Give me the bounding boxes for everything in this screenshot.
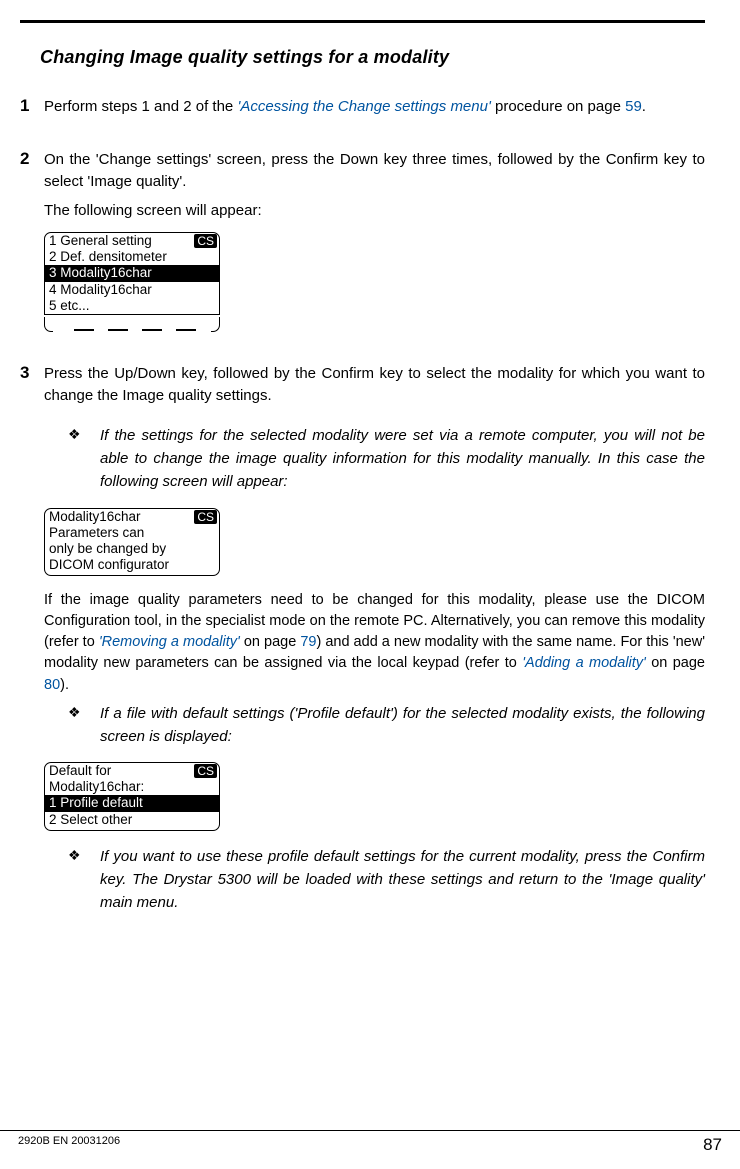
dash bbox=[142, 329, 162, 331]
footer-doc-id: 2920B EN 20031206 bbox=[18, 1135, 120, 1155]
note-bullet-3: ❖ If you want to use these profile defau… bbox=[68, 845, 705, 915]
step-2: 2 On the 'Change settings' screen, press… bbox=[20, 149, 705, 339]
section-heading: Changing Image quality settings for a mo… bbox=[40, 47, 705, 68]
lcd1-cs-badge: CS bbox=[194, 234, 217, 248]
dash bbox=[176, 329, 196, 331]
lcd3-row-3: 2 Select other bbox=[45, 812, 219, 828]
step-1-page-ref[interactable]: 59 bbox=[625, 98, 642, 115]
top-rule bbox=[20, 20, 705, 23]
bullet-icon: ❖ bbox=[68, 424, 100, 494]
para-after-lcd2: If the image quality parameters need to … bbox=[44, 590, 705, 695]
p-link1[interactable]: 'Removing a modality' bbox=[99, 634, 240, 650]
step-1-text-after: . bbox=[642, 98, 646, 115]
lcd3-row-2: 1 Profile default bbox=[45, 795, 219, 811]
step-2-p2: The following screen will appear: bbox=[44, 200, 705, 223]
lcd3-cs-badge: CS bbox=[194, 764, 217, 778]
dash bbox=[74, 329, 94, 331]
bullet-icon: ❖ bbox=[68, 702, 100, 749]
lcd2-row-0: Modality16char bbox=[45, 509, 219, 525]
lcd1-row-3: 4 Modality16char bbox=[45, 282, 219, 298]
lcd-screen-3: CS Default for Modality16char: 1 Profile… bbox=[44, 762, 220, 831]
step-1-number: 1 bbox=[20, 96, 44, 125]
p-pref1[interactable]: 79 bbox=[300, 634, 316, 650]
lcd1-row-0: 1 General setting bbox=[45, 233, 219, 249]
p-link2[interactable]: 'Adding a modality' bbox=[522, 655, 646, 671]
lcd1-row-4: 5 etc... bbox=[45, 298, 219, 314]
step-1-text-before: Perform steps 1 and 2 of the bbox=[44, 98, 237, 115]
lcd2-row-1: Parameters can bbox=[45, 525, 219, 541]
lcd1-row-2: 3 Modality16char bbox=[45, 265, 219, 281]
p-pref2[interactable]: 80 bbox=[44, 677, 60, 693]
dash bbox=[108, 329, 128, 331]
note-bullet-2: ❖ If a file with default settings ('Prof… bbox=[68, 702, 705, 749]
lcd1-dashed-bottom bbox=[44, 319, 220, 331]
step-1-text: Perform steps 1 and 2 of the 'Accessing … bbox=[44, 96, 705, 119]
note-bullet-1: ❖ If the settings for the selected modal… bbox=[68, 424, 705, 494]
step-1: 1 Perform steps 1 and 2 of the 'Accessin… bbox=[20, 96, 705, 125]
p-t4: on page bbox=[646, 655, 705, 671]
page-footer: 2920B EN 20031206 87 bbox=[0, 1130, 740, 1155]
step-3: 3 Press the Up/Down key, followed by the… bbox=[20, 363, 705, 929]
step-2-number: 2 bbox=[20, 149, 44, 339]
note-bullet-2-text: If a file with default settings ('Profil… bbox=[100, 702, 705, 749]
note-bullet-1-text: If the settings for the selected modalit… bbox=[100, 424, 705, 494]
p-t5: ). bbox=[60, 677, 69, 693]
step-3-p1: Press the Up/Down key, followed by the C… bbox=[44, 363, 705, 408]
p-t2: on page bbox=[240, 634, 301, 650]
lcd2-cs-badge: CS bbox=[194, 510, 217, 524]
lcd3-row-1: Modality16char: bbox=[45, 779, 219, 795]
bullet-icon: ❖ bbox=[68, 845, 100, 915]
note-bullet-3-text: If you want to use these profile default… bbox=[100, 845, 705, 915]
lcd-screen-1: CS 1 General setting 2 Def. densitometer… bbox=[44, 232, 220, 315]
lcd-screen-2: CS Modality16char Parameters can only be… bbox=[44, 508, 220, 577]
lcd3-row-0: Default for bbox=[45, 763, 219, 779]
step-3-number: 3 bbox=[20, 363, 44, 929]
step-1-text-mid: procedure on page bbox=[491, 98, 625, 115]
step-2-p1: On the 'Change settings' screen, press t… bbox=[44, 149, 705, 194]
lcd2-row-3: DICOM configurator bbox=[45, 557, 219, 573]
lcd1-row-1: 2 Def. densitometer bbox=[45, 249, 219, 265]
step-1-link[interactable]: 'Accessing the Change settings menu' bbox=[237, 98, 490, 115]
lcd2-row-2: only be changed by bbox=[45, 541, 219, 557]
footer-page-number: 87 bbox=[703, 1135, 722, 1155]
